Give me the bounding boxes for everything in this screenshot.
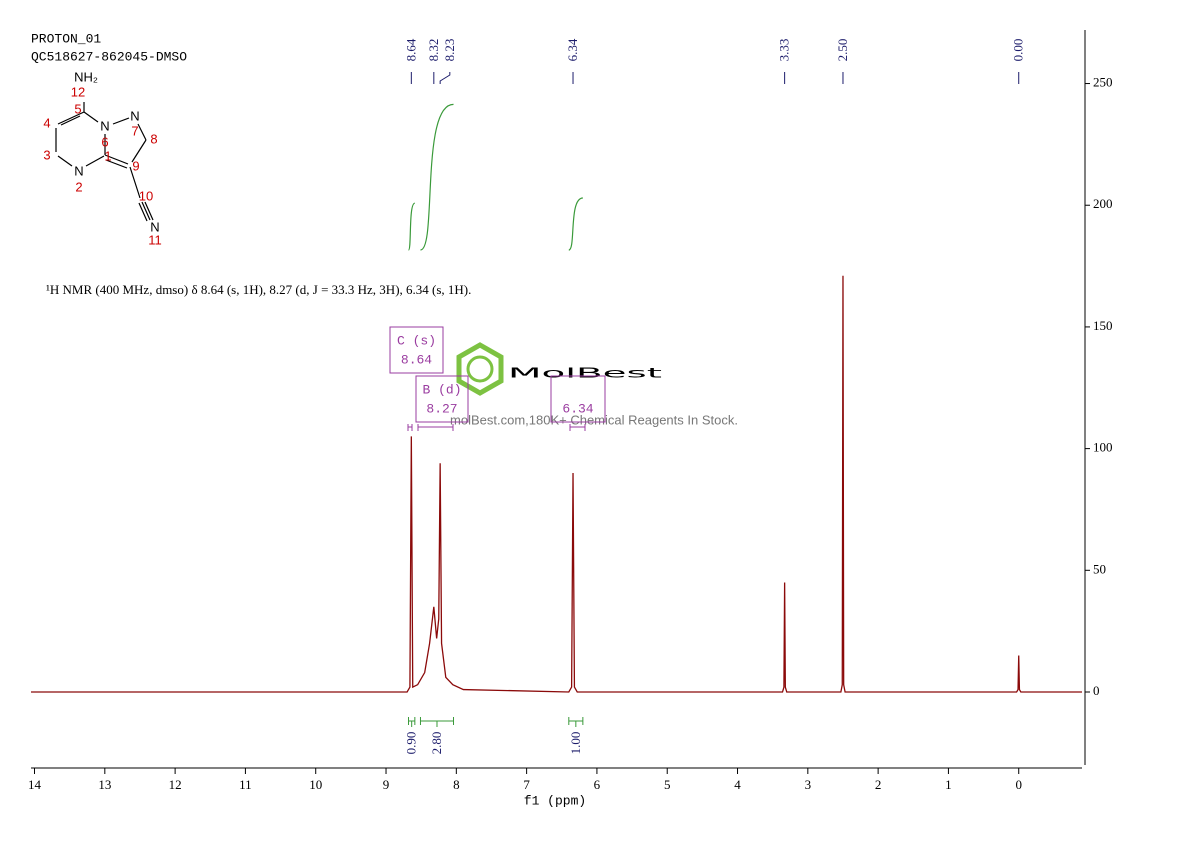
- atom-number: 11: [148, 232, 162, 247]
- x-axis-title: f1 (ppm): [524, 793, 586, 808]
- peak-label: 2.50: [835, 39, 850, 62]
- peak-label: 8.32: [426, 39, 441, 62]
- integral-bracket: [568, 717, 584, 727]
- x-tick-label: 0: [1015, 777, 1022, 792]
- atom-number: 8: [150, 131, 157, 146]
- atom-number: 2: [75, 179, 82, 194]
- multiplet-label: C (s): [397, 333, 436, 348]
- integral-bracket: [408, 717, 416, 727]
- atom-number: 7: [131, 123, 138, 138]
- multiplet-shift: 6.34: [562, 401, 593, 416]
- x-tick-label: 9: [383, 777, 390, 792]
- integral-curve: [420, 103, 454, 251]
- bond: [60, 115, 81, 126]
- peak-label: 0.00: [1011, 39, 1026, 62]
- integral-label: 2.80: [429, 732, 444, 755]
- atom-label: NH₂: [74, 69, 98, 84]
- logo-hexagon: [456, 342, 504, 396]
- atom-label: N: [150, 219, 159, 234]
- y-tick-label: 150: [1093, 318, 1113, 333]
- bond: [85, 155, 105, 167]
- y-tick-label: 200: [1093, 196, 1113, 211]
- integral-bracket: [419, 717, 455, 727]
- bond: [104, 154, 129, 165]
- x-tick-label: 11: [239, 777, 252, 792]
- watermark: MolBest molBest.com,180K+ Chemical Reage…: [450, 342, 738, 427]
- peak-leader: [439, 72, 451, 84]
- integral-label: 0.90: [404, 732, 419, 755]
- atom-label: N: [100, 118, 109, 133]
- peak-label: 8.64: [403, 38, 418, 61]
- multiplet-box: [550, 375, 606, 423]
- multiplet-shift: 8.64: [401, 352, 432, 367]
- bond: [83, 111, 99, 123]
- x-tick-label: 6: [594, 777, 601, 792]
- bond: [112, 117, 130, 125]
- y-tick-label: 50: [1093, 561, 1106, 576]
- sample-name: QC518627-862045-DMSO: [31, 49, 187, 64]
- watermark-brand: MolBest: [508, 367, 662, 382]
- bond: [141, 201, 151, 221]
- multiplet-range: [417, 424, 454, 431]
- logo-ring: [466, 355, 494, 383]
- peak-label: 3.33: [777, 39, 792, 62]
- bond: [138, 202, 148, 222]
- x-tick-label: 13: [98, 777, 111, 792]
- peak-label: 6.34: [565, 38, 580, 61]
- peak-label: 8.23: [442, 39, 457, 62]
- atom-number: 10: [139, 188, 153, 203]
- atom-number: 4: [43, 115, 50, 130]
- atom-label: N: [74, 163, 83, 178]
- multiplet-box: [389, 326, 444, 374]
- atom-number: 12: [71, 84, 85, 99]
- spectrum-title: PROTON_01: [31, 31, 101, 46]
- y-tick-label: 100: [1093, 440, 1113, 455]
- bond: [57, 155, 73, 167]
- integral-curve: [568, 197, 584, 251]
- x-tick-label: 5: [664, 777, 671, 792]
- multiplet-shift: 8.27: [426, 401, 457, 416]
- watermark-text: molBest.com,180K+ Chemical Reagents In S…: [450, 412, 738, 427]
- atom-number: 6: [101, 134, 108, 149]
- x-tick-label: 2: [875, 777, 882, 792]
- bond: [137, 123, 147, 141]
- integral-label: 1.00: [568, 732, 583, 755]
- x-tick-label: 3: [805, 777, 812, 792]
- y-tick-label: 250: [1093, 75, 1113, 90]
- multiplet-box: [415, 375, 469, 423]
- multiplet-label: B (d): [422, 382, 461, 397]
- atom-number: 9: [132, 158, 139, 173]
- bond: [131, 139, 147, 163]
- bond: [57, 111, 85, 125]
- x-tick-label: 14: [28, 777, 42, 792]
- atom-number: 5: [74, 101, 81, 116]
- multiplet-range: [569, 424, 586, 431]
- bond: [144, 201, 154, 221]
- x-tick-label: 1: [945, 777, 952, 792]
- integral-curve: [407, 202, 416, 251]
- atom-number: 3: [43, 147, 50, 162]
- molecule: NH₂ 12 5 N N 7 8 4 3 N 2 6 1 9 10 N 11: [43, 69, 161, 247]
- multiplet-range: [407, 424, 413, 431]
- x-tick-label: 4: [734, 777, 741, 792]
- x-tick-label: 7: [523, 777, 530, 792]
- bond: [105, 159, 128, 169]
- bond: [129, 166, 141, 199]
- spectrum-line: [31, 275, 1082, 693]
- x-tick-label: 12: [169, 777, 182, 792]
- atom-label: N: [130, 108, 139, 123]
- nmr-description: ¹H NMR (400 MHz, dmso) δ 8.64 (s, 1H), 8…: [46, 282, 471, 297]
- x-tick-label: 8: [453, 777, 460, 792]
- y-tick-label: 0: [1093, 683, 1100, 698]
- x-tick-label: 10: [309, 777, 322, 792]
- atom-number: 1: [104, 148, 111, 163]
